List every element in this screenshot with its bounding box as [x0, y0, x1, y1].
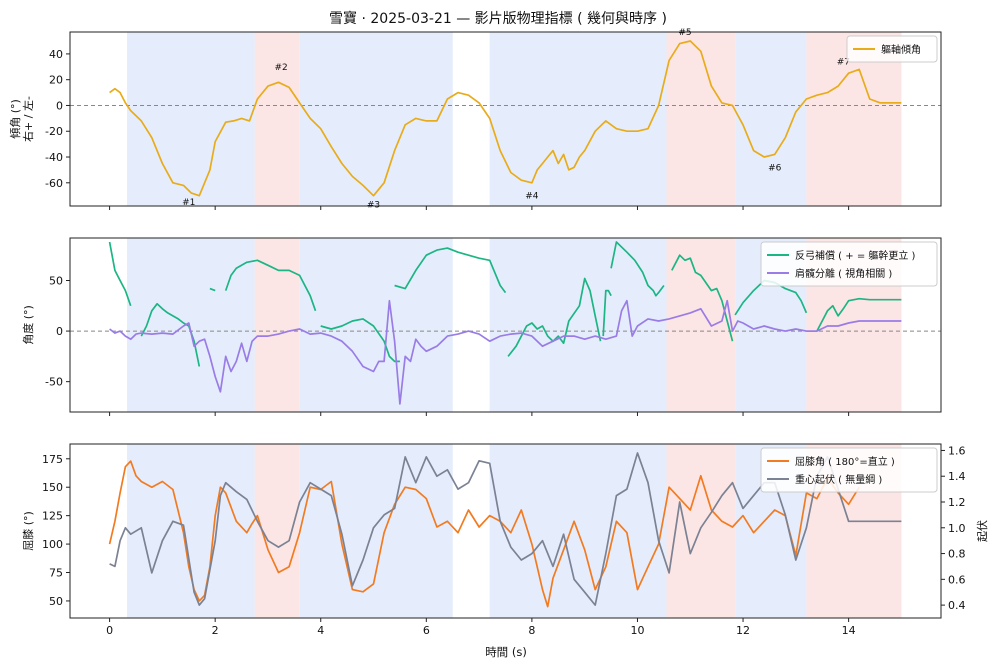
y-tick-label: -40 — [45, 151, 63, 164]
phase-span-blue — [735, 32, 807, 206]
event-annotation: #6 — [768, 163, 782, 173]
legend-label: 重心起伏 ( 無量綱 ) — [795, 473, 882, 486]
legend-label: 肩髖分離 ( 視角相關 ) — [795, 267, 892, 280]
phase-span-red — [666, 238, 736, 412]
y-tick-label: 50 — [49, 274, 63, 287]
phase-span-red — [254, 238, 300, 412]
phase-span-blue — [127, 238, 255, 412]
phase-span-red — [254, 32, 300, 206]
series-line — [108, 241, 132, 307]
y-tick-label: 100 — [42, 538, 63, 551]
x-tick-label: 6 — [423, 624, 430, 637]
y-axis-label: 角度 (°) — [21, 305, 35, 345]
panel-bottom: 0 2 4 6 8 10 12 14 175 150 125 100 75 50 1.6 1.4 1.2 1.0 0… — [22, 443, 989, 637]
event-annotation: #7 — [837, 58, 850, 68]
y-axis-label: 屈膝 (°) — [22, 511, 35, 551]
y-tick-label-right: 0.4 — [948, 599, 966, 612]
axes-frame — [69, 443, 942, 619]
y-tick-label: 0 — [56, 99, 63, 112]
phase-span-red — [666, 32, 736, 206]
y-tick-label-right: 1.6 — [948, 444, 966, 457]
axes-frame — [69, 31, 942, 207]
x-tick-label: 2 — [212, 624, 219, 637]
axes-frame — [69, 237, 942, 413]
y-tick-label-right: 1.2 — [948, 496, 966, 509]
legend: 屈膝角 ( 180°=直立 ) 重心起伏 ( 無量綱 ) — [760, 447, 938, 493]
phase-span-blue — [127, 32, 255, 206]
y-tick-label: 0 — [56, 325, 63, 338]
panel-middle: 50 0 -50 角度 (°) 反弓補償 ( + = 軀幹更立 ) 肩髖分離 ( 視角相關… — [21, 237, 942, 416]
series-line — [109, 40, 902, 197]
series-line — [507, 277, 602, 357]
phase-span-red — [666, 444, 736, 618]
y-tick-label: 75 — [49, 567, 63, 580]
y-tick-label: -20 — [45, 125, 63, 138]
y-axis-label-right: 起伏 — [975, 520, 989, 542]
series-line — [209, 287, 216, 292]
y-axis-label: 傾角 (°) — [8, 99, 22, 139]
phase-span-blue — [299, 238, 453, 412]
event-annotation: #5 — [678, 28, 691, 38]
x-tick-label: 14 — [842, 624, 856, 637]
event-annotation: #4 — [525, 192, 539, 202]
x-tick-label: 10 — [630, 624, 644, 637]
series-line — [320, 318, 400, 363]
panel-top: 40 20 0 -20 -40 -60 傾角 (°) 右+ / 左- #1 #2 #3 #4 #5 #6 #… — [8, 28, 942, 211]
legend: 軀軸傾角 — [846, 35, 938, 63]
y-tick-label: 175 — [42, 453, 63, 466]
series-line — [610, 241, 665, 297]
legend-box — [760, 241, 938, 287]
event-annotation: #3 — [367, 201, 380, 211]
phase-span-blue — [489, 32, 667, 206]
phase-span-blue — [489, 238, 667, 412]
y-tick-label: 150 — [42, 481, 63, 494]
y-tick-label: -60 — [45, 177, 63, 190]
x-tick-label: 8 — [528, 624, 535, 637]
x-tick-label: 12 — [736, 624, 750, 637]
series-line — [671, 254, 734, 342]
event-annotation: #2 — [275, 63, 288, 73]
legend-label: 屈膝角 ( 180°=直立 ) — [795, 455, 895, 468]
series-group — [109, 40, 902, 197]
phase-span-blue — [299, 32, 453, 206]
y-tick-label-right: 0.6 — [948, 573, 966, 586]
y-tick-label-right: 1.4 — [948, 470, 966, 483]
legend-label: 反弓補償 ( + = 軀幹更立 ) — [795, 249, 916, 262]
y-tick-label: 40 — [49, 48, 63, 61]
phase-span-blue — [127, 444, 255, 618]
legend-label: 軀軸傾角 — [881, 43, 921, 56]
x-axis-label: 時間 (s) — [485, 645, 527, 659]
y-tick-label: 125 — [42, 510, 63, 523]
series-line — [816, 297, 902, 332]
figure-title: 雪寶 · 2025-03-21 — 影片版物理指標 ( 幾何與時序 ) — [329, 11, 667, 27]
y-tick-label: 50 — [49, 595, 63, 608]
x-tick-label: 0 — [106, 624, 113, 637]
phase-span-blue — [299, 444, 453, 618]
event-annotation: #1 — [182, 198, 195, 208]
y-tick-label-right: 1.0 — [948, 522, 966, 535]
y-axis-label-secondary: 右+ / 左- — [21, 96, 35, 142]
legend-box — [846, 35, 938, 63]
series-line — [394, 247, 507, 294]
series-line — [602, 289, 612, 337]
x-tick-label: 4 — [317, 624, 324, 637]
series-line — [108, 460, 860, 608]
legend-box — [760, 447, 938, 493]
series-line — [109, 299, 902, 405]
y-tick-label: 20 — [49, 74, 63, 87]
y-tick-label-right: 0.8 — [948, 548, 966, 561]
legend: 反弓補償 ( + = 軀幹更立 ) 肩髖分離 ( 視角相關 ) — [760, 241, 938, 287]
series-line — [224, 259, 317, 312]
y-tick-label: -50 — [45, 376, 63, 389]
